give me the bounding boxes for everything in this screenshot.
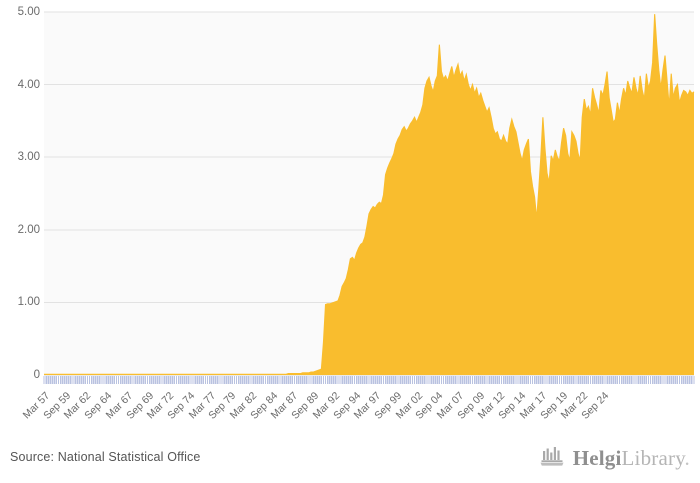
x-axis-ticks [43, 376, 695, 384]
series-line [43, 14, 695, 375]
y-axis-tick-label: 0 [33, 369, 40, 381]
brand-dot: . [684, 445, 690, 470]
y-axis-tick-label: 1.00 [17, 296, 40, 309]
y-axis-labels: 0 1.00 2.00 3.00 4.00 5.00 [0, 0, 40, 483]
y-axis-tick-label: 4.00 [17, 78, 40, 91]
y-axis-tick-label: 2.00 [17, 223, 40, 236]
y-axis-tick-label: 3.00 [17, 151, 40, 164]
library-building-icon [540, 445, 566, 472]
series-area [44, 14, 694, 376]
brand-name-strong: Helgi [572, 445, 622, 470]
source-note: Source: National Statistical Office [10, 450, 201, 464]
brand-wordmark: HelgiLibrary. [572, 445, 690, 470]
brand-logo[interactable]: HelgiLibrary. [540, 443, 690, 473]
brand-name-light: Library [621, 445, 685, 470]
library-building-icon-glyph [540, 446, 564, 466]
y-axis-tick-label: 5.00 [17, 6, 40, 18]
